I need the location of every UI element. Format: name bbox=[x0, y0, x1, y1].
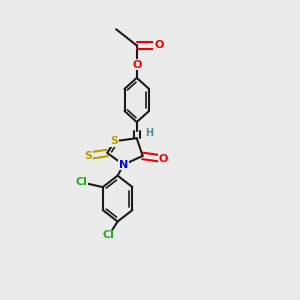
Text: H: H bbox=[145, 128, 154, 138]
Text: O: O bbox=[159, 154, 168, 164]
Text: N: N bbox=[119, 160, 128, 170]
Text: Cl: Cl bbox=[76, 177, 88, 188]
Text: S: S bbox=[111, 136, 119, 146]
Text: O: O bbox=[132, 60, 141, 70]
Text: S: S bbox=[84, 151, 92, 161]
Text: Cl: Cl bbox=[103, 230, 115, 240]
Text: O: O bbox=[154, 40, 164, 50]
